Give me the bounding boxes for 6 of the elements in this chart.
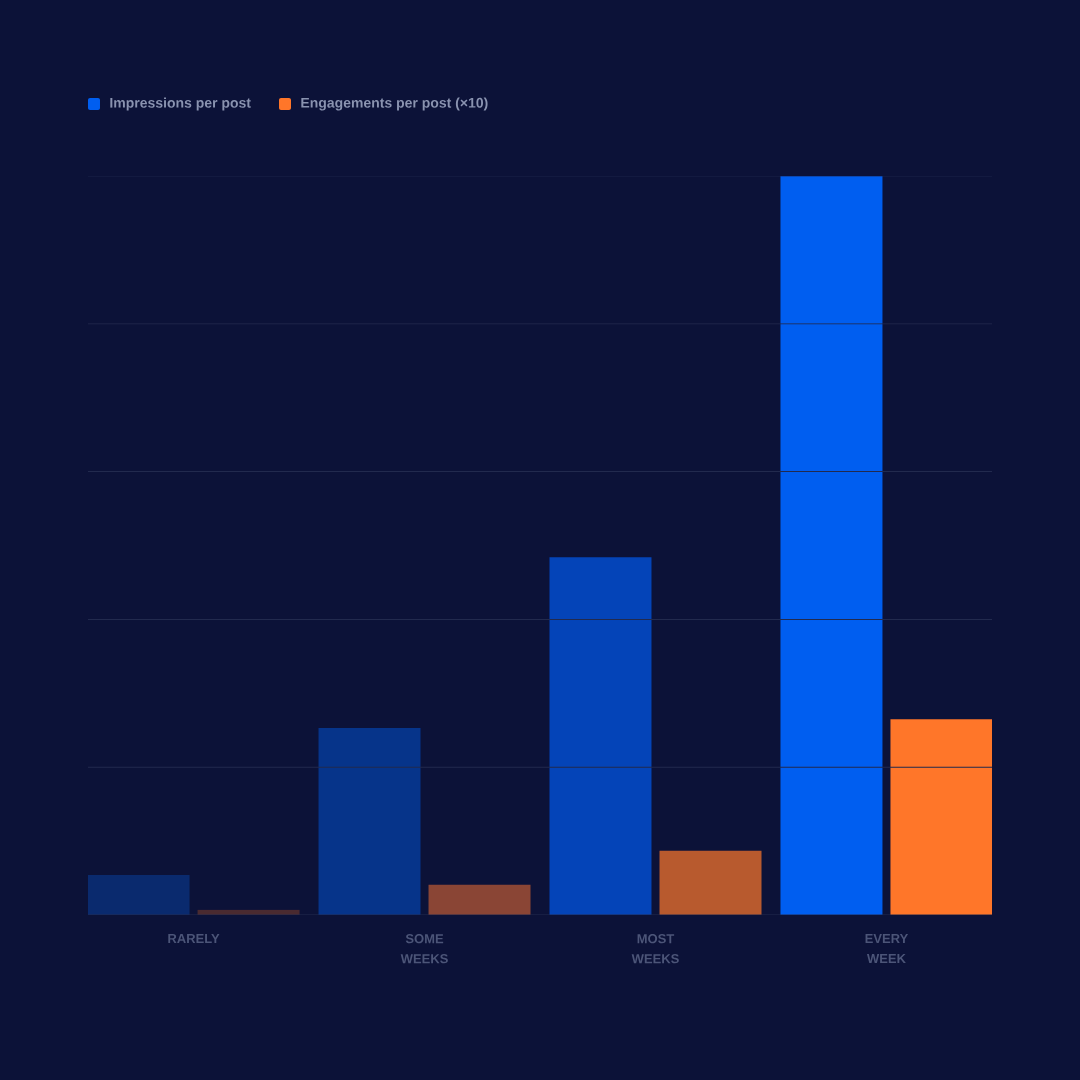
- x-tick-label: EVERY WEEK: [865, 934, 909, 964]
- legend-label: Engagements per post (×10): [301, 97, 488, 111]
- x-tick-label: MOST WEEKS: [631, 934, 679, 964]
- legend-label: Impressions per post: [110, 97, 251, 111]
- x-tick-label: SOME WEEKS: [400, 934, 448, 964]
- x-tick-label: RARELY: [168, 934, 220, 944]
